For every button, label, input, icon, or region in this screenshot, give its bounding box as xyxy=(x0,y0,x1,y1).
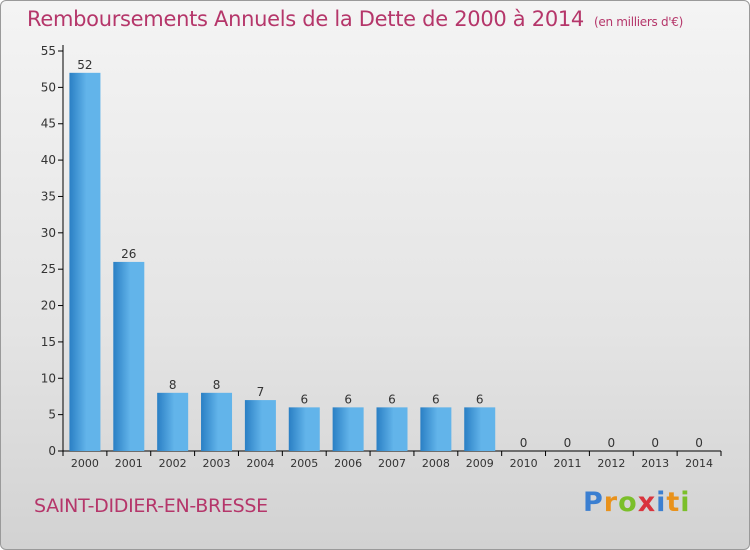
data-label: 52 xyxy=(77,58,92,72)
data-label: 0 xyxy=(608,436,616,450)
bar xyxy=(288,407,320,451)
x-tick-label: 2004 xyxy=(246,457,274,470)
data-label: 26 xyxy=(121,247,136,261)
y-tick-label: 20 xyxy=(41,299,56,313)
y-tick-label: 25 xyxy=(41,262,56,276)
data-label: 6 xyxy=(300,392,308,406)
x-tick-label: 2010 xyxy=(510,457,538,470)
chart-title-text: Remboursements Annuels de la Dette de 20… xyxy=(27,7,584,31)
y-tick-label: 0 xyxy=(48,444,56,458)
bar xyxy=(376,407,408,451)
bar xyxy=(464,407,496,451)
y-tick-label: 5 xyxy=(48,408,56,422)
data-label: 7 xyxy=(257,385,265,399)
x-tick-label: 2012 xyxy=(597,457,625,470)
bar xyxy=(69,72,101,452)
data-label: 0 xyxy=(651,436,659,450)
y-tick-label: 45 xyxy=(41,117,56,131)
logo-letter: x xyxy=(637,487,657,518)
x-tick-label: 2007 xyxy=(378,457,406,470)
x-tick-label: 2013 xyxy=(641,457,669,470)
chart-title: Remboursements Annuels de la Dette de 20… xyxy=(27,7,683,31)
bar xyxy=(244,400,276,451)
data-label: 0 xyxy=(520,436,528,450)
x-tick-label: 2006 xyxy=(334,457,362,470)
x-tick-label: 2009 xyxy=(466,457,494,470)
bar xyxy=(113,261,145,451)
data-label: 0 xyxy=(564,436,572,450)
logo-letter: i xyxy=(656,487,667,518)
x-tick-label: 2011 xyxy=(553,457,581,470)
bar xyxy=(332,407,364,451)
chart-unit: (en milliers d'€) xyxy=(594,15,684,29)
x-tick-label: 2000 xyxy=(71,457,99,470)
data-label: 6 xyxy=(388,392,396,406)
y-tick-label: 40 xyxy=(41,153,56,167)
bar xyxy=(420,407,452,451)
x-tick-label: 2014 xyxy=(685,457,713,470)
y-tick-label: 55 xyxy=(41,44,56,58)
x-tick-label: 2005 xyxy=(290,457,318,470)
x-tick-label: 2003 xyxy=(203,457,231,470)
data-label: 8 xyxy=(213,378,221,392)
logo-letter: r xyxy=(603,487,619,518)
x-tick-label: 2008 xyxy=(422,457,450,470)
y-tick-label: 50 xyxy=(41,80,56,94)
y-tick-label: 35 xyxy=(41,189,56,203)
data-label: 6 xyxy=(432,392,440,406)
logo-letter: o xyxy=(618,487,638,518)
data-label: 6 xyxy=(344,392,352,406)
x-tick-label: 2001 xyxy=(115,457,143,470)
data-label: 0 xyxy=(695,436,703,450)
logo-letter: P xyxy=(583,487,604,518)
proxiti-logo: Proxiti xyxy=(583,487,691,518)
bar xyxy=(201,392,233,451)
y-tick-label: 10 xyxy=(41,371,56,385)
y-tick-label: 30 xyxy=(41,226,56,240)
data-label: 6 xyxy=(476,392,484,406)
logo-letter: i xyxy=(680,487,691,518)
logo-letter: t xyxy=(666,487,681,518)
x-tick-label: 2002 xyxy=(159,457,187,470)
data-label: 8 xyxy=(169,378,177,392)
y-tick-label: 15 xyxy=(41,335,56,349)
bar xyxy=(157,392,189,451)
commune-name: SAINT-DIDIER-EN-BRESSE xyxy=(34,495,268,517)
